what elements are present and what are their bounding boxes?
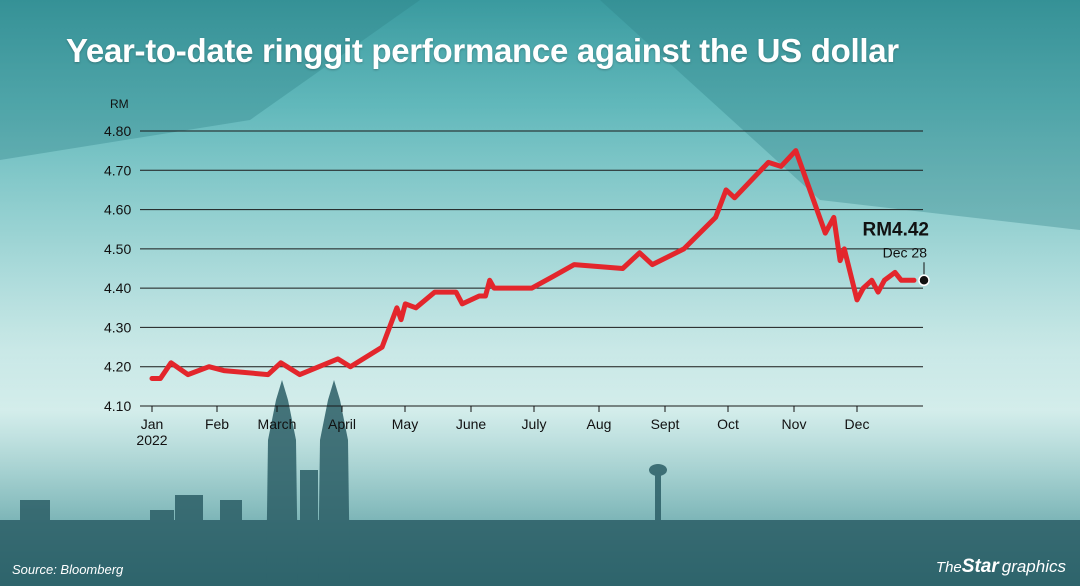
series-line-usd-myr: [149, 148, 917, 381]
brand-part-2: Star: [961, 556, 999, 577]
banknote-shapes: [0, 0, 1080, 230]
x-tick-label: March: [258, 416, 297, 432]
x-tick-label: Sept: [651, 416, 680, 432]
annotation-date: Dec 28: [883, 244, 928, 260]
chart-title: Year-to-date ringgit performance against…: [66, 32, 899, 69]
brand-logo: TheStar graphics: [936, 556, 1066, 578]
annotation-marker: [918, 274, 930, 287]
y-tick-label: 4.30: [104, 319, 131, 335]
source-note: Source: Bloomberg: [12, 562, 124, 577]
y-tick-label: 4.20: [104, 359, 131, 375]
x-axis-ticks: Jan Feb March April May June July Aug Sept Oct Nov…: [141, 406, 870, 432]
annotation-value: RM4.42: [862, 219, 929, 240]
x-tick-label: May: [392, 416, 418, 432]
y-tick-label: 4.10: [104, 398, 131, 414]
x-tick-label: Dec: [845, 416, 870, 432]
brand-part-1: The: [935, 559, 962, 576]
y-tick-label: 4.60: [104, 202, 131, 218]
x-tick-label: June: [456, 416, 487, 432]
y-tick-label: 4.70: [104, 162, 131, 178]
y-tick-label: 4.50: [104, 241, 131, 257]
brand-part-3: graphics: [1001, 557, 1066, 576]
end-value-annotation: RM4.42 Dec 28: [862, 219, 930, 287]
x-tick-label: Jan: [141, 416, 164, 432]
city-skyline: [0, 380, 1080, 586]
y-axis-ticks: 4.80 4.70 4.60 4.50 4.40 4.30 4.20 4.10: [104, 123, 131, 414]
x-tick-label: Oct: [717, 416, 739, 432]
y-tick-label: 4.80: [104, 123, 131, 139]
y-axis-label: RM: [110, 97, 129, 111]
x-tick-label: Nov: [782, 416, 807, 432]
x-tick-label: Aug: [587, 416, 612, 432]
x-tick-year: 2022: [136, 432, 167, 448]
x-tick-label: Feb: [205, 416, 229, 432]
x-tick-label: April: [328, 416, 356, 432]
x-tick-label: July: [522, 416, 547, 432]
y-tick-label: 4.40: [104, 280, 131, 296]
